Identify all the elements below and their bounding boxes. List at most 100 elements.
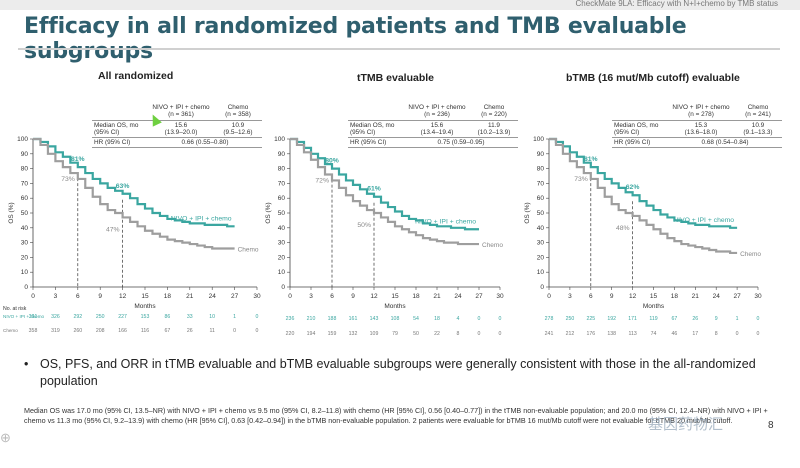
x-tick-label: 9 [351, 293, 355, 300]
at-risk-value: 4 [457, 316, 460, 322]
at-risk-value: 9 [715, 316, 718, 322]
at-risk-value: 176 [586, 331, 595, 337]
hr-label: HR (95% CI) [94, 139, 131, 146]
y-tick-label: 50 [537, 210, 545, 217]
y-tick-label: 0 [24, 284, 28, 291]
hr-value: 0.75 (0.59–0.95) [437, 139, 485, 146]
at-risk-value: 0 [736, 331, 739, 337]
annotation-label: 80% [325, 158, 339, 165]
share-icon: ⊕ [0, 430, 11, 445]
at-risk-value: 54 [413, 316, 419, 322]
x-tick-label: 30 [253, 293, 261, 300]
y-tick-label: 20 [278, 254, 286, 261]
y-tick-label: 60 [21, 195, 29, 202]
bullet-text: OS, PFS, and ORR in tTMB evaluable and b… [40, 357, 756, 388]
nivo-ipi-chemo-curve [33, 137, 235, 228]
hr-value: 0.68 (0.54–0.84) [701, 139, 749, 146]
median-os-label: Median OS, mo [350, 122, 395, 129]
arm1-header: NIVO + IPI + chemo [672, 104, 730, 111]
panel-title-ttmb: tTMB evaluable [357, 72, 435, 84]
ci-label: (95% CI) [94, 129, 120, 136]
x-tick-label: 30 [496, 293, 504, 300]
hr-row: HR (95% CI) 0.66 (0.55–0.80) [92, 137, 262, 148]
arm1-median: 15.6 [174, 122, 188, 129]
annotation-label: 81% [584, 156, 598, 163]
hr-label: HR (95% CI) [350, 139, 387, 146]
x-tick-label: 27 [231, 293, 239, 300]
y-tick-label: 40 [537, 225, 545, 232]
at-risk-value: 119 [649, 316, 657, 322]
y-tick-label: 80 [537, 166, 545, 173]
at-risk-label-arm2: Chemo [3, 328, 18, 333]
arm1-ci: (13.6–18.0) [684, 129, 718, 136]
arm2-ci: (10.2–13.9) [477, 129, 511, 136]
annotation-label: 73% [61, 176, 75, 183]
x-tick-label: 15 [650, 293, 658, 300]
arm1-median: 15.3 [694, 122, 708, 129]
arm2-n: (n = 358) [225, 111, 251, 118]
hr-value: 0.66 (0.55–0.80) [181, 139, 229, 146]
at-risk-value: 0 [499, 331, 502, 337]
at-risk-value: 22 [434, 331, 440, 337]
at-risk-value: 227 [118, 314, 127, 320]
at-risk-value: 116 [141, 328, 149, 334]
y-tick-label: 100 [274, 136, 285, 143]
at-risk-value: 26 [187, 328, 193, 334]
at-risk-value: 192 [607, 316, 616, 322]
chemo-curve [549, 137, 738, 255]
arm1-header: NIVO + IPI + chemo [408, 104, 466, 111]
arm2-median: 10.9 [231, 122, 245, 129]
y-tick-label: 100 [17, 136, 28, 143]
top-bar: CheckMate 9LA: Efficacy with N+I+chemo b… [0, 0, 800, 10]
at-risk-value: 1 [736, 316, 739, 322]
arm2-header: Chemo [747, 104, 769, 111]
x-tick-label: 21 [692, 293, 700, 300]
chemo-curve [290, 137, 479, 246]
at-risk-value: 319 [51, 328, 60, 334]
at-risk-value: 236 [286, 316, 295, 322]
arm2-header: Chemo [483, 104, 505, 111]
x-tick-label: 24 [209, 293, 217, 300]
y-axis-label: OS (%) [524, 202, 531, 223]
nivo-ipi-chemo-curve [549, 137, 738, 229]
x-tick-label: 3 [309, 293, 313, 300]
arm2-n: (n = 241) [745, 111, 771, 118]
annotation-label: 62% [626, 184, 640, 191]
arm1-n: (n = 236) [424, 111, 450, 118]
at-risk-value: 67 [165, 328, 171, 334]
annotation-label: 73% [574, 176, 588, 183]
x-tick-label: 15 [141, 293, 149, 300]
at-risk-value: 208 [96, 328, 105, 334]
y-tick-label: 30 [278, 240, 286, 247]
at-risk-value: 326 [51, 314, 60, 320]
y-tick-label: 50 [278, 210, 286, 217]
y-tick-label: 90 [537, 151, 545, 158]
panel-title-all-randomized: All randomized [98, 70, 174, 82]
at-risk-value: 0 [757, 316, 760, 322]
annotation-label: 63% [116, 183, 130, 190]
y-tick-label: 30 [21, 240, 29, 247]
x-tick-label: 0 [31, 293, 35, 300]
x-tick-label: 30 [754, 293, 762, 300]
at-risk-value: 74 [651, 331, 657, 337]
at-risk-value: 241 [545, 331, 554, 337]
at-risk-value: 10 [209, 314, 215, 320]
arm2-median: 10.9 [751, 122, 765, 129]
annotation-label: 50% [357, 222, 371, 229]
median-os-label: Median OS, mo [614, 122, 659, 129]
y-tick-label: 70 [537, 180, 545, 187]
at-risk-value: 250 [566, 316, 575, 322]
y-tick-label: 10 [278, 269, 286, 276]
at-risk-value: 0 [499, 316, 502, 322]
x-tick-label: 27 [475, 293, 483, 300]
x-tick-label: 24 [454, 293, 462, 300]
at-risk-value: 109 [370, 331, 379, 337]
series-label-nivo-ipi-chemo: NIVO + IPI + chemo [415, 218, 476, 225]
hr-label: HR (95% CI) [614, 139, 651, 146]
at-risk-value: 159 [328, 331, 337, 337]
x-tick-label: 3 [54, 293, 58, 300]
at-risk-value: 138 [607, 331, 616, 337]
at-risk-value: 220 [286, 331, 295, 337]
series-label-nivo-ipi-chemo: NIVO + IPI + chemo [171, 215, 232, 222]
